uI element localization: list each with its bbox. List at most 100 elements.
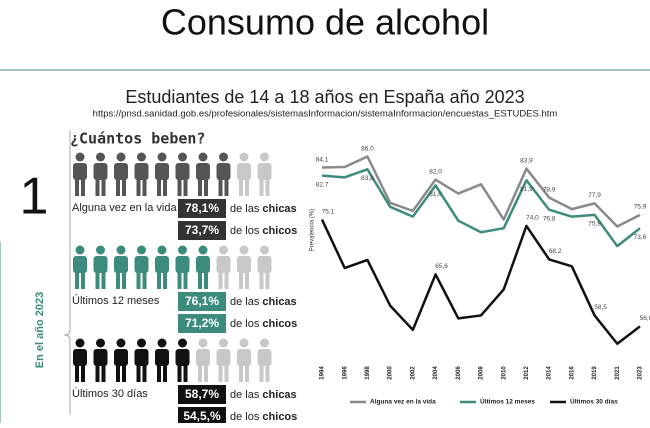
value-text: 78,1% [185, 201, 219, 215]
icon-leg [122, 271, 126, 289]
legend-label: Alguna vez en la vida [370, 399, 436, 406]
icon-leg [163, 178, 167, 196]
series-line [320, 219, 641, 346]
gender-text: de los chicos [230, 225, 297, 237]
icon-head [219, 245, 228, 255]
x-tick-label: 1998 [365, 366, 371, 380]
gender-text: de las chicas [230, 389, 297, 401]
person-icon [114, 152, 128, 196]
icon-leg [224, 178, 229, 196]
icon-leg [81, 364, 85, 382]
gender-prefix: de las [230, 389, 260, 401]
person-icon [134, 338, 149, 382]
value-text: 54,5,% [183, 409, 221, 423]
icon-leg [157, 178, 161, 196]
icon-body [134, 349, 149, 366]
icon-body [155, 163, 169, 180]
icon-body [134, 163, 149, 180]
icon-leg [259, 364, 264, 382]
person-icon [175, 338, 190, 382]
icon-leg [163, 364, 167, 382]
icon-head [198, 338, 208, 348]
icon-leg [116, 178, 120, 196]
icon-leg [101, 364, 106, 382]
legend-label: Últimos 30 días [570, 397, 618, 406]
person-icon [73, 152, 87, 196]
data-label: 75,9 [634, 204, 647, 211]
icon-leg [157, 364, 161, 382]
value-box [178, 221, 226, 240]
icon-leg [136, 364, 141, 382]
icon-body [175, 163, 190, 180]
x-tick-label: 2006 [456, 366, 462, 380]
gender-text: de las chicas [230, 203, 297, 215]
icon-head [116, 152, 126, 162]
icon-body [237, 349, 251, 366]
gender-word: chicos [262, 225, 297, 237]
subtitle: Estudiantes de 14 a 18 años en España añ… [125, 87, 524, 107]
icon-leg [239, 364, 243, 382]
icon-leg [75, 364, 79, 382]
x-tick-label: 2004 [433, 366, 439, 380]
icon-leg [198, 271, 202, 289]
icon-head [178, 152, 187, 162]
data-label: 81,9 [520, 186, 533, 193]
icon-leg [142, 364, 147, 382]
person-icon [216, 245, 231, 289]
icon-body [73, 256, 87, 273]
gender-word: chicas [262, 296, 296, 308]
side-label: En el año 2023 [34, 292, 46, 368]
icon-leg [142, 178, 147, 196]
row-label: Alguna vez en la vida [72, 202, 177, 214]
person-icon [134, 152, 149, 196]
x-tick-label: 2012 [524, 366, 530, 380]
icon-leg [245, 271, 249, 289]
icon-head [75, 152, 85, 162]
value-text: 71,2% [185, 316, 219, 330]
data-label: 83,9 [520, 157, 533, 164]
icon-head [239, 245, 249, 255]
question: ¿Cuántos beben? [70, 130, 205, 148]
icon-leg [265, 271, 270, 289]
icon-leg [218, 364, 223, 382]
icon-leg [183, 178, 188, 196]
gender-word: chicos [262, 318, 297, 330]
legend-label: Últimos 12 meses [480, 397, 535, 406]
icon-leg [218, 271, 223, 289]
icon-head [260, 152, 269, 162]
icon-leg [75, 271, 79, 289]
data-label: 75,1 [322, 208, 335, 215]
series-line [321, 155, 641, 228]
person-icon [257, 152, 272, 196]
row-label: Últimos 12 meses [72, 294, 160, 307]
bracket [63, 130, 71, 415]
person-icon [93, 245, 108, 289]
x-tick-label: 2021 [615, 366, 621, 380]
x-tick-label: 2000 [388, 366, 394, 380]
person-icon [73, 338, 87, 382]
person-icon [73, 245, 87, 289]
icon-body [175, 256, 190, 273]
icon-body [237, 256, 251, 273]
icon-body [196, 163, 210, 180]
icon-head [137, 245, 146, 255]
icon-leg [116, 271, 120, 289]
value-box [178, 199, 226, 218]
person-icon [93, 152, 108, 196]
icon-leg [95, 271, 100, 289]
icon-head [260, 338, 269, 348]
data-label: 81,0 [429, 191, 442, 198]
data-label: 86,0 [361, 145, 374, 152]
icon-body [257, 256, 272, 273]
x-tick-label: 2023 [638, 366, 644, 380]
icon-body [216, 163, 231, 180]
gender-prefix: de los [230, 411, 260, 423]
icon-leg [259, 178, 264, 196]
person-icon [196, 338, 210, 382]
person-icon [237, 338, 251, 382]
icon-leg [204, 364, 208, 382]
title: Consumo de alcohol [161, 2, 489, 43]
gender-prefix: de las [230, 203, 260, 215]
data-label: 68,2 [549, 248, 562, 255]
